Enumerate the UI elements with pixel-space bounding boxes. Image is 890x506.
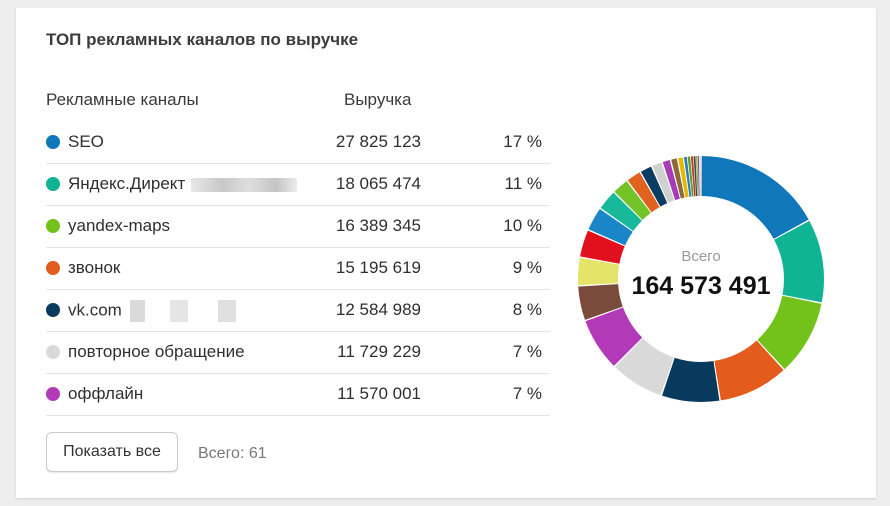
channel-name: vk.com	[68, 300, 236, 322]
legend-dot-icon	[46, 135, 60, 149]
donut-slice[interactable]	[588, 209, 633, 246]
donut-slice[interactable]	[600, 192, 642, 231]
channel-revenue: 18 065 474	[335, 174, 421, 193]
donut-slice[interactable]	[697, 156, 700, 197]
channel-percent: 7 %	[512, 384, 542, 403]
donut-slice[interactable]	[687, 156, 694, 197]
donut-svg	[578, 156, 824, 402]
channel-revenue: 15 195 619	[335, 258, 421, 277]
donut-slice[interactable]	[585, 307, 643, 366]
donut-slice[interactable]	[640, 166, 668, 207]
table-row: оффлайн 11 570 001 7 %	[46, 374, 550, 416]
channel-revenue: 16 389 345	[335, 216, 421, 235]
donut-slice[interactable]	[699, 156, 701, 197]
donut-slice[interactable]	[701, 156, 809, 239]
table-row: yandex-maps 16 389 345 10 %	[46, 206, 550, 248]
channel-name: yandex-maps	[68, 216, 171, 235]
channel-percent: 17 %	[503, 132, 542, 151]
legend-dot-icon	[46, 387, 60, 401]
channel-name: оффлайн	[68, 384, 144, 403]
show-all-button[interactable]: Показать все	[46, 432, 178, 472]
donut-slice[interactable]	[614, 338, 674, 396]
column-header-channels: Рекламные каналы	[46, 90, 199, 109]
legend-dot-icon	[46, 303, 60, 317]
legend-dot-icon	[46, 177, 60, 191]
donut-slice[interactable]	[683, 156, 692, 197]
donut-slice[interactable]	[690, 156, 696, 197]
channel-name: SEO	[68, 132, 104, 151]
channel-revenue: 11 570 001	[337, 384, 421, 403]
table-row: повторное обращение 11 729 229 7 %	[46, 332, 550, 374]
table-row: SEO 27 825 123 17 %	[46, 122, 550, 164]
donut-chart: Всего 164 573 491	[576, 154, 826, 404]
donut-slice[interactable]	[695, 156, 699, 197]
channel-percent: 7 %	[512, 342, 542, 361]
card-title: ТОП рекламных каналов по выручке	[46, 30, 359, 49]
donut-slice[interactable]	[627, 172, 660, 213]
total-count: Всего: 61	[198, 445, 267, 462]
table-row: звонок 15 195 619 9 %	[46, 248, 550, 290]
redacted-blur	[191, 177, 298, 192]
donut-slice[interactable]	[578, 284, 623, 320]
channel-revenue: 12 584 989	[335, 300, 421, 319]
channel-revenue: 11 729 229	[337, 342, 421, 361]
column-header-revenue: Выручка	[344, 90, 412, 109]
channel-percent: 11 %	[504, 174, 543, 193]
donut-slice[interactable]	[774, 220, 824, 303]
table-row: vk.com 12 584 989 8 %	[46, 290, 550, 332]
donut-slice[interactable]	[614, 181, 651, 221]
channel-percent: 9 %	[512, 258, 542, 277]
channel-name: Яндекс.Директ	[68, 174, 298, 194]
donut-slice[interactable]	[662, 357, 720, 402]
redacted-blur	[129, 300, 236, 322]
donut-slice[interactable]	[693, 156, 698, 197]
donut-slice[interactable]	[578, 257, 620, 286]
revenue-card: ТОП рекламных каналов по выручке Рекламн…	[16, 8, 876, 498]
donut-center-label: Всего	[681, 248, 721, 265]
channel-name: звонок	[68, 258, 121, 277]
legend-dot-icon	[46, 261, 60, 275]
legend-dot-icon	[46, 219, 60, 233]
donut-center-value: 164 573 491	[631, 272, 771, 300]
donut-slice[interactable]	[652, 162, 675, 203]
donut-slice[interactable]	[678, 157, 689, 198]
channels-table: SEO 27 825 123 17 % Яндекс.Директ 18 065…	[46, 122, 550, 416]
table-row: Яндекс.Директ 18 065 474 11 %	[46, 164, 550, 206]
donut-slice[interactable]	[580, 230, 625, 264]
channel-revenue: 27 825 123	[335, 132, 421, 151]
channel-percent: 10 %	[503, 216, 542, 235]
donut-slice[interactable]	[662, 160, 680, 201]
donut-slice[interactable]	[671, 158, 685, 199]
donut-slice[interactable]	[757, 295, 822, 370]
channel-name: повторное обращение	[68, 342, 245, 361]
donut-slice[interactable]	[714, 340, 784, 401]
channel-percent: 8 %	[512, 300, 542, 319]
legend-dot-icon	[46, 345, 60, 359]
